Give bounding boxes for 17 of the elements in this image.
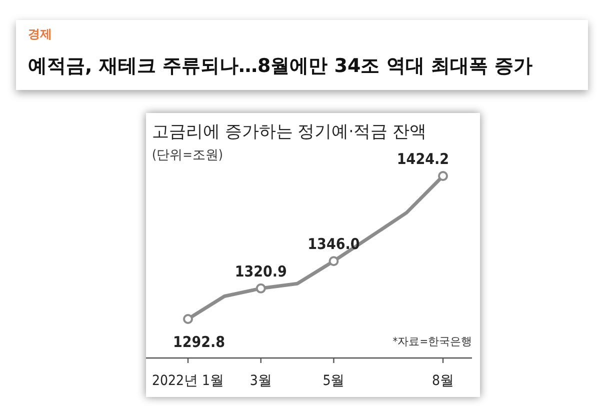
point bbox=[438, 171, 448, 181]
data-label: 1346.0 bbox=[308, 235, 360, 254]
point bbox=[328, 256, 339, 266]
x-tick-label: 8월 bbox=[432, 373, 454, 389]
text: *자료=한국은행 bbox=[392, 335, 472, 348]
x-tick-label: 5월 bbox=[322, 373, 345, 389]
data-label: 1320.9 bbox=[234, 262, 287, 280]
text: 경제 bbox=[28, 26, 52, 43]
x-tick-label: 2022년 1월 bbox=[152, 373, 224, 389]
point bbox=[256, 283, 266, 294]
chart-subtitle: 고금리에 증가하는 정기예·적금 잔액 bbox=[152, 122, 426, 142]
text: (단위=조원) bbox=[152, 148, 223, 163]
chart-title: 예적금, 재테크 주류되나…8월에만 34조 역대 최대폭 증가 bbox=[28, 54, 533, 79]
data-label: 1424.2 bbox=[396, 150, 449, 168]
x-tick-label: 3월 bbox=[250, 373, 272, 389]
data-label: 1292.8 bbox=[173, 333, 226, 351]
point bbox=[183, 314, 193, 324]
